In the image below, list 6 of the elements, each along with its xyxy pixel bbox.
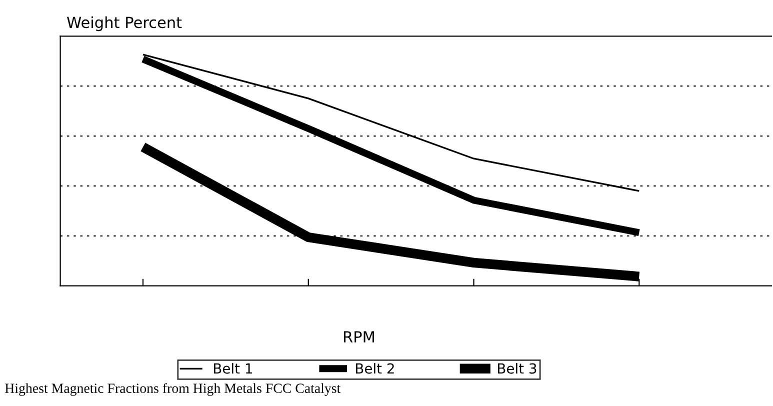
text: Highest Magnetic Fractions from High Metals FCC Catalyst <box>5 383 341 396</box>
y-axis-title: Weight Percent <box>67 16 182 32</box>
legend-label: Belt 2 <box>356 362 394 374</box>
legend-label: Belt 3 <box>498 362 536 374</box>
legend-label: Belt 1 <box>214 362 252 374</box>
x-axis-title: RPM <box>344 331 374 342</box>
